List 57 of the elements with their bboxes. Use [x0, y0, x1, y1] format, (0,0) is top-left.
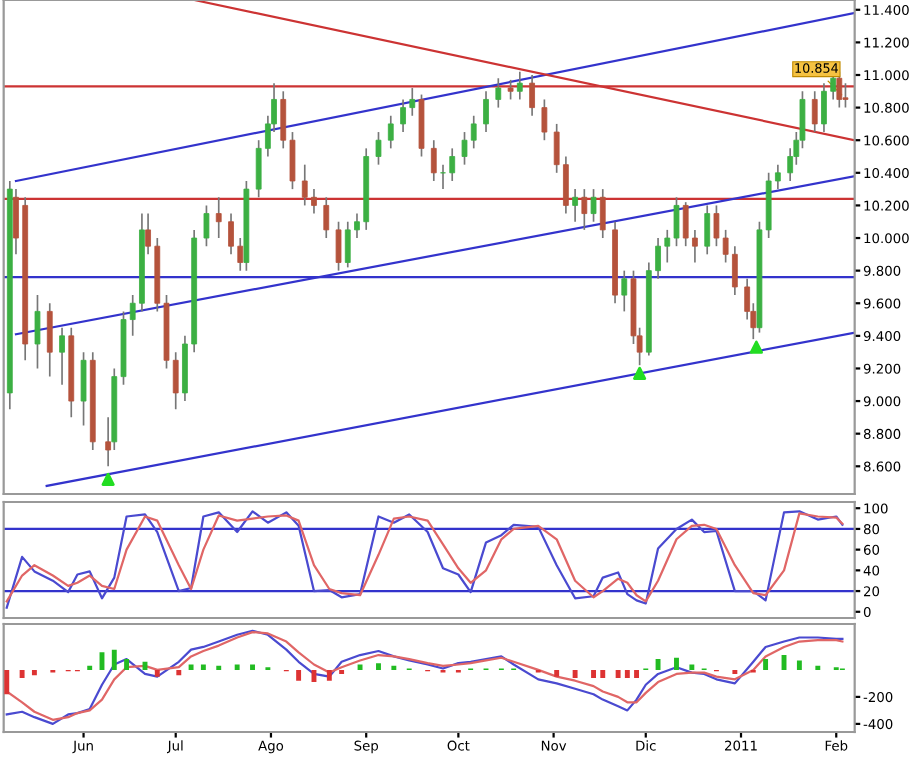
bar	[200, 664, 206, 670]
bar	[376, 663, 381, 670]
bar	[554, 669, 560, 677]
bar	[357, 664, 363, 670]
bar	[4, 669, 10, 695]
bar	[591, 669, 596, 678]
candlestick	[215, 196, 222, 239]
bar	[234, 664, 240, 670]
bar	[124, 659, 130, 670]
candlestick	[335, 220, 342, 272]
candlestick	[507, 79, 514, 101]
bar	[154, 669, 160, 677]
bar	[624, 669, 630, 678]
candlestick	[59, 326, 65, 386]
candlestick	[375, 131, 382, 166]
candlestick	[621, 269, 628, 313]
candlestick	[387, 114, 394, 150]
bar	[655, 659, 661, 670]
candlestick	[811, 90, 818, 133]
point	[633, 366, 647, 380]
candlestick	[34, 294, 41, 370]
bar	[176, 669, 182, 676]
candlestick	[203, 204, 210, 248]
candlestick	[581, 188, 588, 231]
candlestick	[590, 188, 597, 223]
candlestick	[731, 245, 738, 296]
bar	[111, 649, 117, 670]
candlestick	[704, 204, 711, 256]
candlestick	[80, 351, 87, 427]
candlestick	[46, 302, 53, 378]
point	[101, 472, 115, 486]
bar	[19, 669, 25, 678]
point	[749, 340, 763, 354]
bar	[615, 669, 621, 678]
candlestick	[323, 196, 330, 239]
candlestick	[599, 188, 606, 239]
candlestick	[541, 98, 548, 142]
bar	[31, 669, 37, 676]
bar	[188, 664, 194, 670]
bar	[689, 664, 695, 670]
bar	[250, 664, 255, 670]
candlestick	[516, 70, 523, 101]
candlestick	[842, 82, 849, 109]
bar	[796, 660, 802, 670]
bar	[326, 669, 332, 681]
bar	[600, 669, 606, 678]
candlestick	[430, 139, 437, 182]
bar	[572, 669, 578, 678]
candlestick	[483, 90, 489, 133]
bar	[674, 657, 679, 670]
candlestick	[495, 77, 502, 109]
candlestick	[529, 74, 535, 117]
bar	[634, 669, 640, 678]
candlestick	[572, 188, 578, 223]
bar	[763, 659, 769, 670]
candlestick	[449, 147, 456, 182]
bar	[296, 669, 302, 681]
